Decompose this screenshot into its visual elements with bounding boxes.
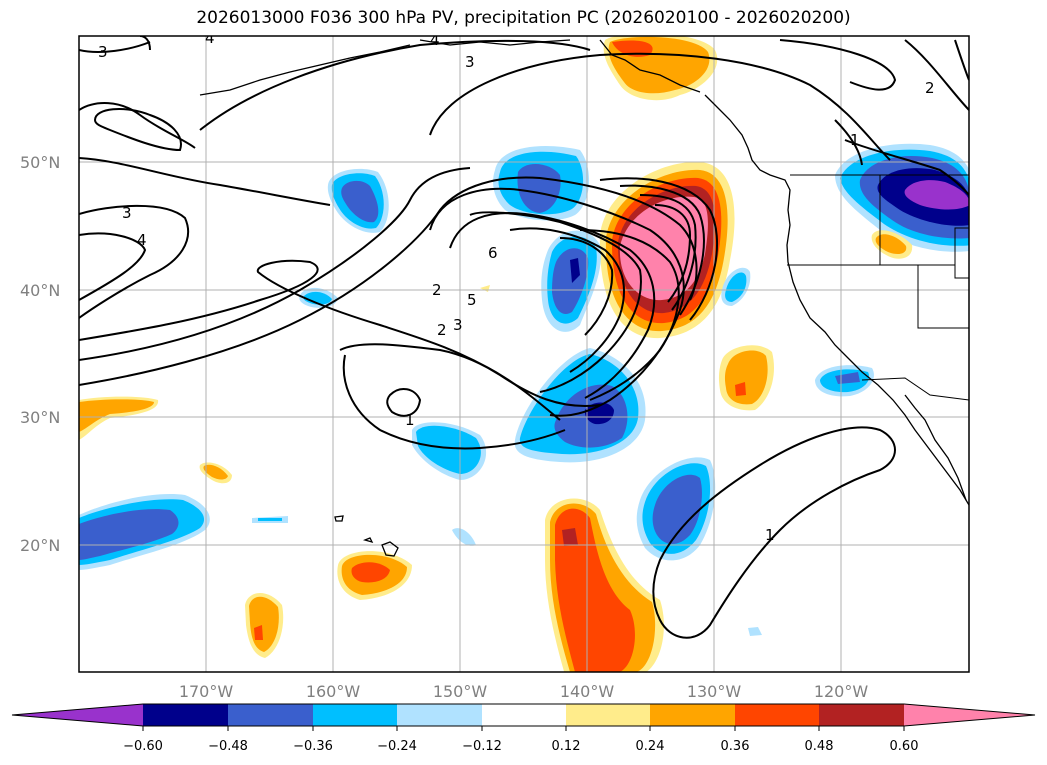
- lon-label: 130°W: [687, 682, 742, 701]
- colorbar-tick: −0.60: [123, 739, 163, 754]
- colorbar-bin: [143, 704, 228, 726]
- svg-text:1: 1: [765, 526, 775, 544]
- svg-text:3: 3: [453, 316, 463, 334]
- svg-text:4: 4: [205, 29, 215, 47]
- lon-label: 170°W: [179, 682, 234, 701]
- pv-contours: [79, 36, 969, 639]
- colorbar-tick: 0.60: [890, 739, 919, 754]
- lon-label: 140°W: [560, 682, 615, 701]
- lon-label: 120°W: [814, 682, 869, 701]
- svg-text:4: 4: [430, 31, 440, 49]
- colorbar-tick: −0.12: [462, 739, 502, 754]
- colorbar-bin: [482, 704, 566, 726]
- lat-label: 30°N: [20, 408, 60, 427]
- map-frame: [78, 35, 970, 673]
- colorbar-tick: 0.36: [721, 739, 750, 754]
- lon-label: 160°W: [306, 682, 361, 701]
- colorbar-bin: [397, 704, 482, 726]
- latitude-labels: 50°N 40°N 30°N 20°N: [20, 153, 60, 555]
- colorbar-extend-max: [904, 704, 1035, 726]
- colorbar: −0.60 −0.48 −0.36 −0.24 −0.12 0.12 0.24 …: [11, 703, 1036, 754]
- svg-text:3: 3: [465, 53, 475, 71]
- lat-label: 40°N: [20, 281, 60, 300]
- colorbar-bin: [313, 704, 397, 726]
- lat-label: 20°N: [20, 536, 60, 555]
- colorbar-tick: 0.48: [805, 739, 834, 754]
- colorbar-tick: 0.24: [636, 739, 665, 754]
- svg-text:5: 5: [467, 291, 477, 309]
- colorbar-bin: [228, 704, 313, 726]
- colorbar-tick: −0.48: [208, 739, 248, 754]
- colorbar-bin: [735, 704, 819, 726]
- map-title: 2026013000 F036 300 hPa PV, precipitatio…: [196, 8, 851, 28]
- colorbar-bin: [566, 704, 650, 726]
- svg-text:2: 2: [432, 281, 442, 299]
- colorbar-bin: [650, 704, 735, 726]
- precip-shading: [79, 36, 969, 672]
- svg-text:2: 2: [925, 79, 935, 97]
- graticule: [79, 36, 969, 672]
- svg-text:3: 3: [98, 43, 108, 61]
- longitude-labels: 170°W 160°W 150°W 140°W 130°W 120°W: [179, 682, 869, 701]
- svg-text:2: 2: [437, 321, 447, 339]
- colorbar-bin: [819, 704, 904, 726]
- svg-text:4: 4: [137, 231, 147, 249]
- lat-label: 50°N: [20, 153, 60, 172]
- svg-text:1: 1: [405, 411, 415, 429]
- colorbar-ticks: −0.60 −0.48 −0.36 −0.24 −0.12 0.12 0.24 …: [123, 739, 918, 754]
- svg-text:6: 6: [488, 244, 498, 262]
- lon-label: 150°W: [433, 682, 488, 701]
- map-area: [79, 36, 969, 672]
- colorbar-tick: 0.12: [552, 739, 581, 754]
- contour-labels: 3 4 3 4 3 4 5 6 2 3 2 1 1 2 1: [98, 29, 935, 544]
- colorbar-tick: −0.36: [293, 739, 333, 754]
- svg-text:1: 1: [850, 131, 860, 149]
- svg-text:3: 3: [122, 204, 132, 222]
- colorbar-extend-min: [12, 704, 143, 726]
- colorbar-tick: −0.24: [377, 739, 417, 754]
